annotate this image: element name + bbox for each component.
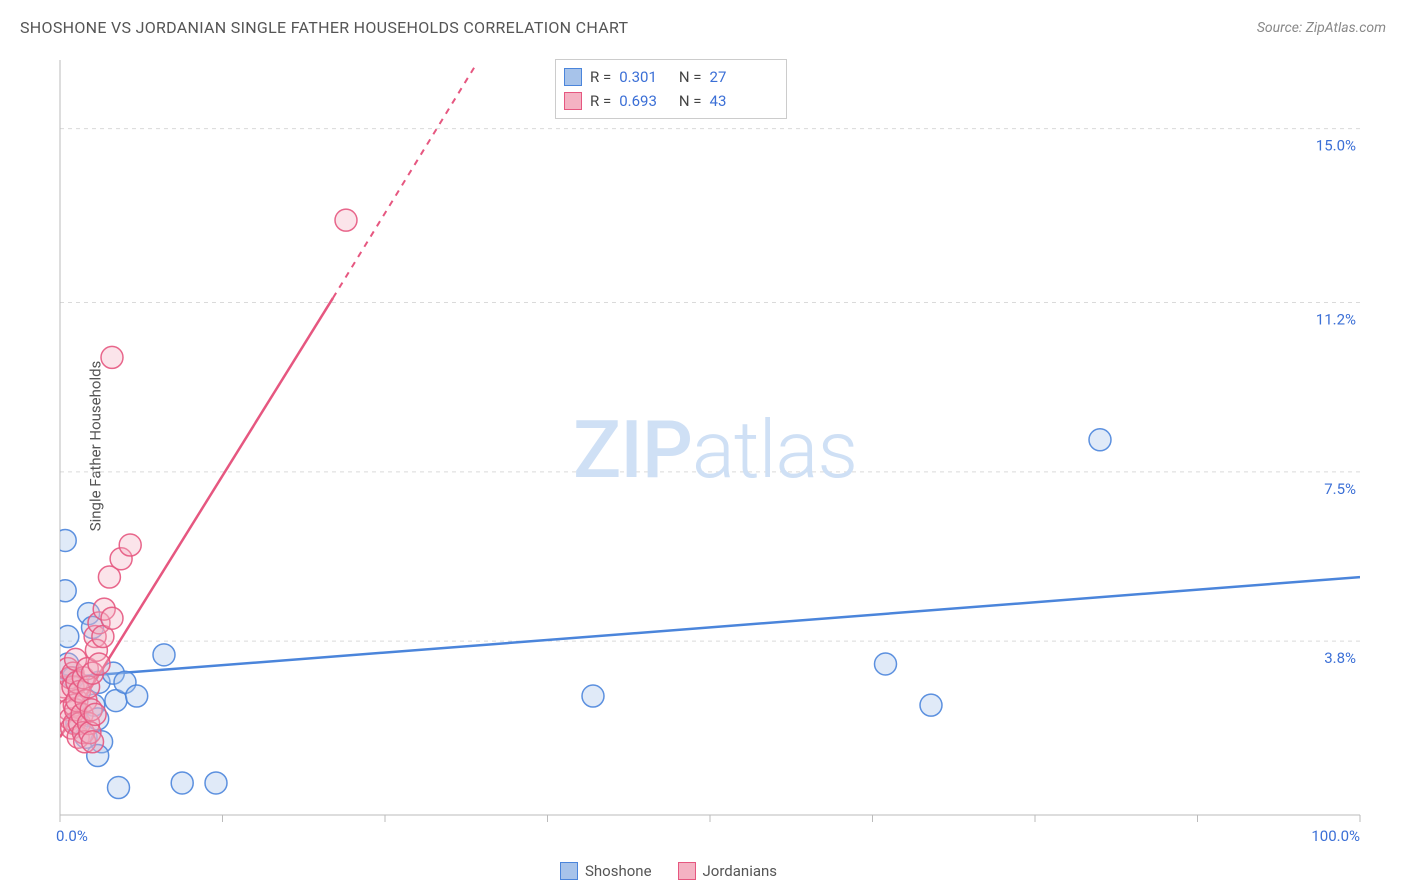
chart-title: SHOSHONE VS JORDANIAN SINGLE FATHER HOUS… bbox=[20, 18, 628, 37]
n-value: 43 bbox=[710, 89, 727, 113]
y-tick-label: 7.5% bbox=[1324, 480, 1356, 498]
swatch-shoshone bbox=[564, 68, 582, 86]
marker-shoshone bbox=[126, 685, 148, 707]
trend-extension-jordanians bbox=[333, 65, 476, 298]
scatter-chart: 3.8% 7.5% 11.2% 15.0% 0.0% 100.0% bbox=[50, 55, 1380, 845]
n-value: 27 bbox=[710, 65, 727, 89]
marker-shoshone bbox=[582, 685, 604, 707]
marker-jordanians bbox=[119, 534, 141, 556]
trend-line-shoshone bbox=[60, 577, 1360, 678]
series-legend: Shoshone Jordanians bbox=[560, 862, 777, 880]
plot-area: ZIPatlas 3.8%7.5%11.2%15.0%0.0%100.0% bbox=[50, 55, 1380, 845]
legend-item-shoshone: Shoshone bbox=[560, 862, 652, 880]
legend-label: Jordanians bbox=[703, 862, 778, 880]
marker-jordanians bbox=[101, 346, 123, 368]
y-tick-label: 15.0% bbox=[1316, 137, 1356, 155]
marker-shoshone bbox=[108, 777, 130, 799]
marker-shoshone bbox=[153, 644, 175, 666]
n-label: N = bbox=[679, 89, 702, 113]
marker-jordanians bbox=[84, 703, 106, 725]
marker-shoshone bbox=[57, 626, 79, 648]
n-label: N = bbox=[679, 65, 702, 89]
marker-jordanians bbox=[88, 653, 110, 675]
r-value: 0.693 bbox=[619, 89, 657, 113]
legend-swatch-jordanians bbox=[678, 862, 696, 880]
r-label: R = bbox=[590, 89, 611, 113]
source-label: Source: ZipAtlas.com bbox=[1257, 20, 1386, 36]
marker-shoshone bbox=[920, 694, 942, 716]
swatch-jordanians bbox=[564, 92, 582, 110]
marker-jordanians bbox=[101, 607, 123, 629]
y-tick-label: 11.2% bbox=[1316, 311, 1356, 329]
r-label: R = bbox=[590, 65, 611, 89]
marker-shoshone bbox=[1089, 429, 1111, 451]
marker-jordanians bbox=[82, 731, 104, 753]
x-max-label: 100.0% bbox=[1311, 827, 1360, 845]
legend-label: Shoshone bbox=[585, 862, 652, 880]
marker-shoshone bbox=[875, 653, 897, 675]
marker-shoshone bbox=[171, 772, 193, 794]
stats-legend: R = 0.301 N = 27 R = 0.693 N = 43 bbox=[555, 59, 787, 119]
marker-shoshone bbox=[54, 580, 76, 602]
legend-item-jordanians: Jordanians bbox=[678, 862, 778, 880]
marker-shoshone bbox=[54, 529, 76, 551]
x-min-label: 0.0% bbox=[56, 827, 88, 845]
r-value: 0.301 bbox=[619, 65, 657, 89]
marker-jordanians bbox=[335, 209, 357, 231]
y-tick-label: 3.8% bbox=[1324, 649, 1356, 667]
legend-swatch-shoshone bbox=[560, 862, 578, 880]
marker-shoshone bbox=[205, 772, 227, 794]
stats-row-jordanians: R = 0.693 N = 43 bbox=[564, 89, 778, 113]
stats-row-shoshone: R = 0.301 N = 27 bbox=[564, 65, 778, 89]
